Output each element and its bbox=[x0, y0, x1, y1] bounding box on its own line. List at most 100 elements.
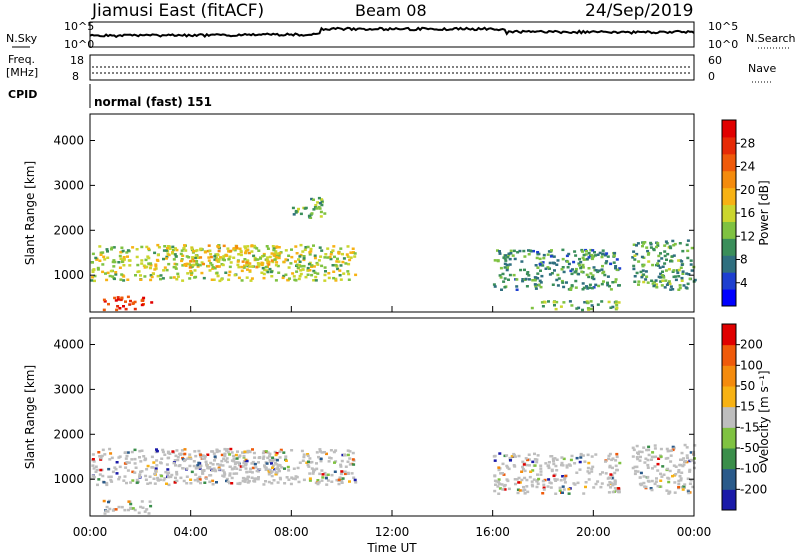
echo-cell bbox=[271, 245, 275, 248]
echo-cell bbox=[318, 448, 322, 451]
echo-cell bbox=[557, 277, 561, 280]
echo-cell bbox=[149, 504, 153, 508]
echo-cell bbox=[217, 260, 221, 263]
echo-cell bbox=[102, 308, 106, 312]
echo-cell bbox=[175, 449, 179, 452]
echo-cell bbox=[124, 300, 127, 303]
echo-cell bbox=[210, 469, 214, 472]
echo-cell bbox=[329, 457, 333, 460]
echo-cell bbox=[507, 278, 510, 281]
echo-cell bbox=[615, 468, 619, 472]
echo-cell bbox=[257, 249, 261, 252]
station-title: Jiamusi East (fitACF) bbox=[91, 1, 264, 21]
echo-cell bbox=[237, 463, 241, 467]
echo-cell bbox=[530, 483, 534, 487]
echo-cell bbox=[244, 251, 247, 255]
echo-cell bbox=[237, 461, 241, 464]
freq-panel-frame bbox=[89, 54, 695, 81]
echo-cell bbox=[590, 467, 594, 471]
echo-cell bbox=[674, 278, 678, 282]
echo-cell bbox=[275, 245, 279, 248]
freq-unit-label: [MHz] bbox=[6, 66, 38, 79]
echo-cell bbox=[230, 482, 234, 485]
echo-cell bbox=[556, 259, 560, 262]
echo-cell bbox=[292, 275, 296, 278]
echo-cell bbox=[556, 273, 560, 277]
echo-cell bbox=[607, 300, 611, 304]
echo-cell bbox=[643, 461, 647, 464]
echo-cell bbox=[574, 270, 578, 273]
echo-cell bbox=[277, 246, 281, 249]
echo-cell bbox=[120, 505, 124, 509]
echo-cell bbox=[659, 455, 663, 458]
echo-cell bbox=[673, 491, 677, 494]
echo-cell bbox=[149, 262, 153, 265]
echo-cell bbox=[570, 454, 574, 458]
echo-cell bbox=[661, 279, 665, 282]
echo-cell bbox=[561, 266, 565, 269]
y-tick-label: 1000 bbox=[53, 268, 84, 282]
echo-cell bbox=[113, 260, 117, 264]
echo-cell bbox=[271, 464, 275, 467]
echo-cell bbox=[293, 477, 297, 481]
echo-cell bbox=[612, 482, 616, 486]
echo-cell bbox=[127, 508, 130, 512]
echo-cell bbox=[340, 481, 344, 484]
echo-cell bbox=[651, 263, 655, 267]
echo-cell bbox=[587, 251, 591, 255]
echo-cell bbox=[306, 273, 310, 276]
echo-cell bbox=[99, 253, 103, 256]
echo-cell bbox=[230, 476, 234, 480]
echo-cell bbox=[587, 478, 591, 481]
echo-cell bbox=[610, 476, 614, 480]
echo-cell bbox=[506, 479, 510, 483]
nsky-panel-frame bbox=[89, 21, 695, 48]
echo-cell bbox=[689, 478, 693, 482]
echo-cell bbox=[139, 274, 142, 277]
echo-cell bbox=[171, 245, 175, 249]
echo-cell bbox=[665, 258, 668, 261]
echo-cell bbox=[318, 472, 322, 476]
echo-cell bbox=[608, 465, 612, 469]
echo-cell bbox=[248, 265, 252, 268]
echo-cell bbox=[99, 251, 103, 255]
echo-cell bbox=[693, 278, 697, 282]
echo-cell bbox=[524, 277, 528, 281]
echo-cell bbox=[579, 260, 583, 264]
echo-cell bbox=[314, 275, 318, 279]
echo-cell bbox=[324, 253, 328, 256]
echo-cell bbox=[220, 459, 224, 463]
echo-cell bbox=[227, 273, 231, 277]
echo-cell bbox=[167, 253, 171, 257]
echo-cell bbox=[228, 453, 232, 456]
echo-cell bbox=[112, 265, 116, 268]
echo-cell bbox=[631, 446, 635, 450]
echo-cell bbox=[252, 479, 256, 483]
echo-cell bbox=[513, 465, 517, 468]
echo-cell bbox=[274, 471, 278, 474]
echo-cell bbox=[109, 475, 113, 478]
echo-cell bbox=[111, 260, 115, 264]
echo-cell bbox=[536, 266, 540, 269]
echo-cell bbox=[216, 463, 220, 466]
echo-cell bbox=[530, 306, 534, 310]
echo-cell bbox=[291, 272, 295, 275]
echo-cell bbox=[140, 245, 144, 249]
echo-cell bbox=[298, 461, 302, 464]
echo-cell bbox=[532, 249, 535, 253]
echo-cell bbox=[343, 453, 347, 457]
echo-cell bbox=[215, 256, 219, 259]
echo-cell bbox=[94, 470, 98, 473]
echo-cell bbox=[154, 263, 158, 266]
echo-cell bbox=[671, 288, 675, 291]
echo-cell bbox=[649, 487, 653, 490]
echo-cell bbox=[507, 487, 511, 491]
echo-cell bbox=[659, 479, 663, 482]
echo-cell bbox=[336, 267, 340, 271]
echo-cell bbox=[213, 459, 216, 462]
echo-cell bbox=[320, 264, 324, 268]
echo-cell bbox=[688, 482, 692, 485]
echo-cell bbox=[651, 467, 654, 470]
echo-cell bbox=[307, 460, 310, 463]
echo-cell bbox=[147, 247, 151, 250]
